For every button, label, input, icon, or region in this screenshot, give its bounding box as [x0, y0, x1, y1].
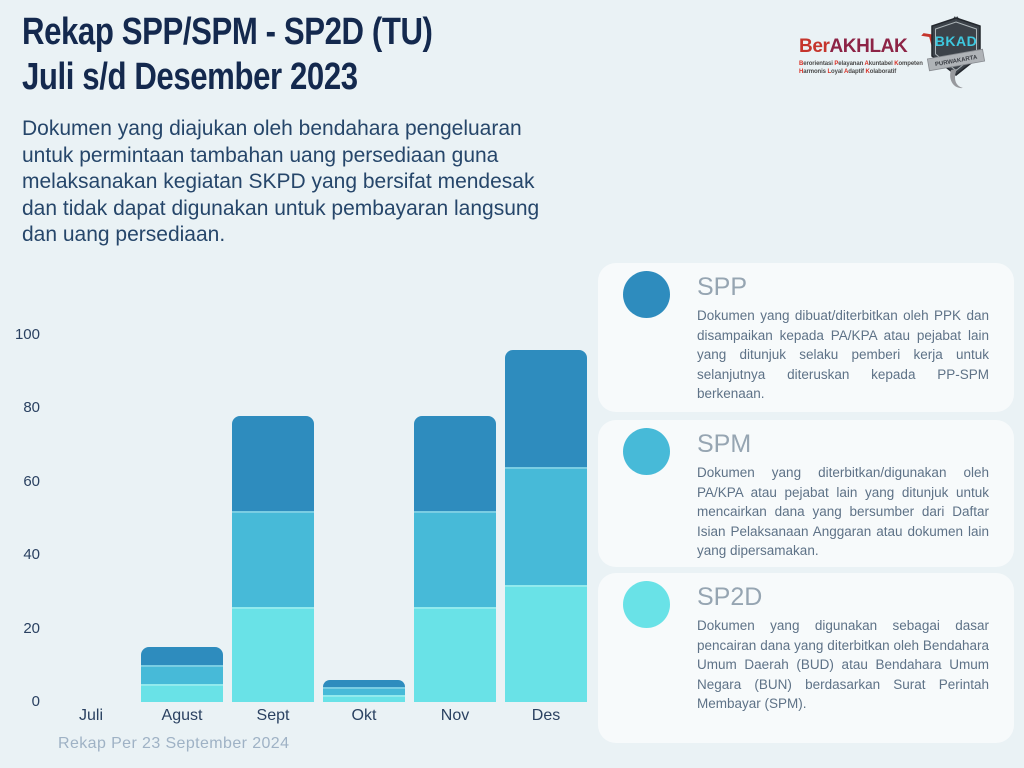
- x-axis-label: Des: [531, 707, 561, 724]
- tagline-initial: K: [894, 61, 899, 67]
- footer-date: Rekap Per 23 September 2024: [58, 735, 290, 752]
- y-axis-tick-label: 60: [23, 472, 40, 490]
- berakhlak-tagline: Berorientasi Pelayanan Akuntabel Kompete…: [799, 61, 927, 76]
- bar-okt: [323, 320, 405, 702]
- x-axis-label: Agust: [161, 707, 203, 724]
- berakhlak-wordmark: BerAKHLAK ❯: [799, 28, 936, 58]
- y-axis-tick-label: 80: [23, 399, 40, 417]
- bar-segment-spm: [505, 467, 587, 585]
- tagline-word: armonis: [803, 68, 828, 75]
- bar-des: [505, 320, 587, 702]
- bar-agust: [141, 320, 223, 702]
- bar-juli: [50, 320, 132, 702]
- legend-card-sp2d: SP2D Dokumen yang digunakan sebagai dasa…: [598, 573, 1014, 743]
- legend-card-text: Dokumen yang diterbitkan/digunakan oleh …: [697, 465, 989, 558]
- tagline-initial: P: [834, 61, 839, 67]
- bar-segment-spm: [232, 511, 314, 607]
- legend-card-title: SPM: [697, 430, 752, 458]
- bar-segment-spp: [323, 680, 405, 688]
- tagline-word: olaboratif: [869, 68, 897, 75]
- bar-segment-spp: [141, 646, 223, 666]
- bar-segment-sp2d: [505, 584, 587, 702]
- bar-segment-sp2d: [414, 606, 496, 702]
- spm-color-dot-icon: [623, 428, 670, 475]
- bar-segment-spp: [414, 415, 496, 512]
- tagline-word: elayanan: [838, 61, 865, 67]
- bkad-badge-text: BKAD: [935, 33, 977, 49]
- tagline-word: oyal: [831, 68, 844, 75]
- bar-nov: [414, 320, 496, 702]
- page-title-line2: Juli s/d Desember 2023: [22, 56, 358, 98]
- legend-card-spm: SPM Dokumen yang diterbitkan/digunakan o…: [598, 420, 1014, 567]
- page-description: Dokumen yang diajukan oleh bendahara pen…: [22, 117, 540, 247]
- bar-segment-spp: [232, 415, 314, 512]
- legend-card-title: SP2D: [697, 583, 763, 611]
- tagline-word: daptif: [848, 68, 866, 75]
- page-title: Rekap SPP/SPM - SP2D (TU) Juli s/d Desem…: [22, 10, 433, 100]
- y-axis-tick-label: 100: [14, 326, 40, 343]
- tagline-initial: A: [864, 61, 869, 67]
- tagline-initial: H: [799, 68, 804, 75]
- shield-badge-icon: BKAD PURWAKARTA: [926, 16, 986, 89]
- legend-card-spp: SPP Dokumen yang dibuat/diterbitkan oleh…: [598, 263, 1014, 412]
- legend-card-title: SPP: [697, 273, 748, 301]
- spp-color-dot-icon: [623, 271, 670, 318]
- tagline-word: kuntabel: [868, 61, 895, 67]
- berakhlak-akhlak-text: AKHLAK: [829, 36, 908, 57]
- bar-segment-spm: [323, 687, 405, 695]
- berakhlak-ber-text: Ber: [799, 36, 830, 57]
- bar-segment-sp2d: [141, 683, 223, 702]
- berakhlak-logo: BerAKHLAK ❯ Berorientasi Pelayanan Akunt…: [799, 28, 936, 76]
- tagline-initial: K: [865, 68, 870, 75]
- tagline-initial: A: [843, 68, 849, 75]
- bar-segment-sp2d: [232, 606, 314, 702]
- tagline-initial: B: [799, 61, 804, 67]
- sp2d-color-dot-icon: [623, 581, 670, 628]
- legend-card-text: Dokumen yang digunakan sebagai dasar pen…: [697, 618, 989, 711]
- y-axis-tick-label: 0: [31, 693, 40, 710]
- tagline-word: ompeten: [898, 61, 923, 67]
- y-axis-tick-label: 40: [23, 546, 40, 564]
- bar-segment-spm: [141, 665, 223, 684]
- page-title-line1: Rekap SPP/SPM - SP2D (TU): [22, 11, 433, 53]
- bar-segment-spp: [505, 349, 587, 468]
- bar-segment-spm: [414, 511, 496, 607]
- x-axis-label: Juli: [78, 707, 103, 724]
- x-axis-label: Okt: [351, 707, 377, 724]
- x-axis-label: Sept: [256, 707, 290, 724]
- y-axis-tick-label: 20: [23, 619, 40, 637]
- tagline-word: erorientasi: [803, 61, 835, 67]
- legend-card-text: Dokumen yang dibuat/diterbitkan oleh PPK…: [697, 308, 989, 401]
- bkad-badge: BKAD PURWAKARTA: [926, 13, 987, 102]
- bar-segment-sp2d: [323, 694, 405, 702]
- tagline-initial: L: [827, 68, 832, 75]
- bar-sept: [232, 320, 314, 702]
- stacked-bar-chart: 0 20 40 60 80 100 Juli Agust Sept Okt Nov Des: [0, 320, 620, 768]
- x-axis-label: Nov: [440, 707, 470, 724]
